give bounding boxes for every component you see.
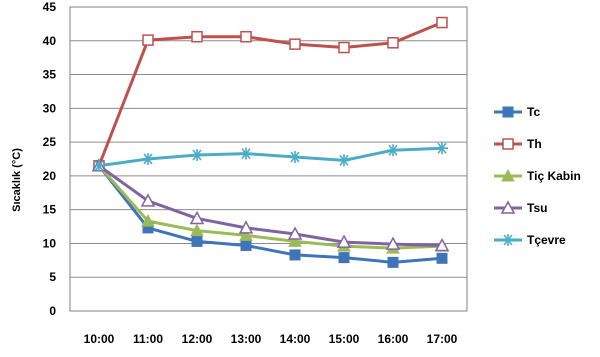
data-point-tsu [287, 226, 303, 240]
data-point-ti-kabin [239, 228, 253, 241]
x-tick-label: 16:00 [378, 332, 409, 346]
x-tick-label: 10:00 [84, 332, 115, 346]
series-line-ti-kabin [97, 164, 443, 250]
data-point-th [142, 34, 154, 46]
legend-marker-th [502, 138, 514, 150]
data-point-tc [191, 235, 203, 247]
y-tick-label: 15 [43, 203, 57, 217]
series-line-t-evre [98, 146, 443, 168]
x-tick-label: 13:00 [231, 332, 262, 346]
legend-label-ti-kabin: Tiç Kabin [527, 169, 581, 183]
legend-label-tsu: Tsu [527, 201, 547, 215]
x-tick-label: 15:00 [329, 332, 360, 346]
legend-marker-tc [502, 106, 514, 118]
data-point-tsu [385, 236, 401, 250]
data-point-tc [387, 256, 399, 268]
data-point-tsu [189, 210, 205, 225]
data-point-ti-kabin [141, 214, 155, 227]
data-point-t-evre [240, 147, 252, 160]
y-tick-label: 45 [43, 0, 57, 14]
data-point-t-evre [142, 153, 154, 165]
data-point-th [191, 30, 203, 43]
data-point-ti-kabin [190, 223, 204, 237]
y-tick-label: 35 [43, 68, 57, 82]
x-tick-label: 17:00 [427, 332, 458, 346]
x-tick-label: 12:00 [182, 332, 213, 346]
legend-label-th: Th [527, 137, 542, 151]
x-tick-label: 14:00 [280, 332, 311, 346]
data-point-th [338, 41, 350, 54]
data-point-ti-kabin [288, 234, 302, 247]
data-point-t-evre [387, 144, 399, 157]
series-line-th [97, 21, 443, 167]
data-point-t-evre [289, 150, 301, 163]
series-line-tc [97, 164, 443, 264]
data-point-tsu [434, 237, 450, 252]
legend-label-t-evre: Tçevre [527, 233, 566, 247]
y-tick-label: 25 [43, 135, 57, 149]
data-point-tc [240, 239, 252, 251]
data-point-th [240, 30, 252, 43]
data-point-tsu [238, 220, 254, 234]
data-point-tc [289, 249, 301, 261]
legend-marker-t-evre [502, 234, 514, 246]
data-point-th [387, 37, 399, 49]
data-point-t-evre [191, 148, 203, 161]
data-point-tc [436, 252, 448, 264]
data-point-th [436, 16, 448, 29]
y-tick-label: 5 [49, 270, 56, 284]
y-axis-label: Sıcaklık (°C) [11, 148, 23, 212]
y-tick-label: 30 [43, 101, 57, 115]
legend-label-tc: Tc [527, 105, 540, 119]
data-point-tsu [140, 193, 156, 207]
y-tick-label: 0 [49, 304, 56, 318]
data-point-tsu [336, 234, 352, 248]
x-tick-label: 11:00 [133, 332, 163, 346]
plot-area [69, 6, 468, 312]
data-point-th [289, 38, 301, 50]
legend-marker-tsu [500, 200, 516, 214]
data-point-tc [338, 252, 350, 264]
y-tick-label: 10 [43, 236, 57, 250]
series-line-tsu [98, 164, 443, 247]
data-point-t-evre [436, 142, 448, 155]
y-tick-label: 40 [43, 34, 57, 48]
data-point-t-evre [338, 154, 350, 167]
legend-marker-ti-kabin [501, 168, 515, 182]
data-point-t-evre [93, 159, 105, 172]
y-tick-label: 20 [43, 169, 57, 183]
